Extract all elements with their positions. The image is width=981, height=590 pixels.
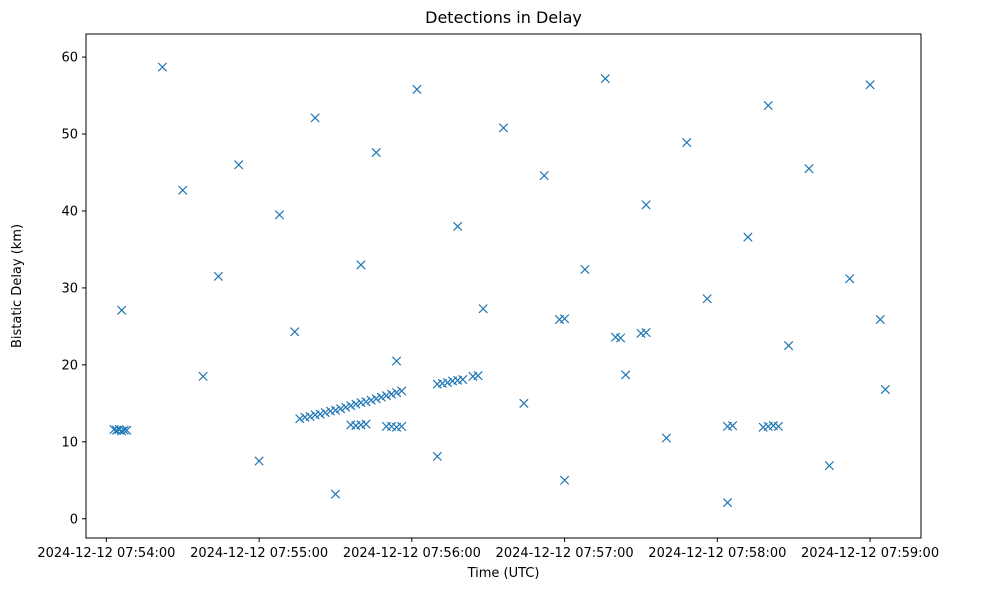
data-point	[702, 294, 712, 304]
data-point	[397, 421, 407, 432]
data-point	[559, 475, 570, 485]
x-tick-label: 2024-12-12 07:54:00	[37, 546, 175, 561]
data-point	[722, 497, 733, 508]
data-point	[442, 377, 453, 388]
data-point	[381, 391, 392, 401]
data-point	[295, 414, 305, 424]
y-tick-label: 40	[61, 204, 78, 219]
data-point	[498, 123, 509, 133]
data-point	[865, 80, 875, 90]
data-point	[198, 371, 208, 382]
data-point	[661, 433, 672, 443]
data-points	[109, 62, 890, 508]
data-point	[310, 113, 320, 123]
data-point	[412, 84, 422, 95]
y-tick-label: 10	[61, 435, 78, 450]
data-point	[641, 327, 651, 338]
y-axis-title: Bistatic Delay (km)	[10, 224, 25, 348]
data-point	[458, 374, 468, 385]
data-point	[178, 185, 188, 195]
data-point	[539, 170, 549, 181]
data-point	[346, 401, 356, 411]
data-point	[335, 404, 346, 414]
data-point	[254, 456, 264, 466]
data-point	[773, 421, 784, 432]
y-tick-label: 60	[61, 51, 78, 66]
data-point	[432, 451, 442, 462]
data-point	[376, 392, 386, 402]
data-point	[305, 411, 315, 422]
data-point	[361, 419, 371, 429]
data-point	[234, 160, 244, 170]
data-point	[315, 409, 325, 419]
data-point	[727, 421, 738, 431]
data-point	[320, 407, 330, 418]
data-point	[763, 100, 773, 111]
data-point	[783, 341, 794, 351]
data-point	[290, 327, 300, 337]
data-point	[119, 425, 129, 435]
data-point	[743, 232, 753, 242]
x-tick-label: 2024-12-12 07:59:00	[801, 546, 939, 561]
y-tick-label: 30	[61, 281, 78, 296]
data-point	[213, 271, 224, 282]
data-point	[330, 405, 341, 415]
x-tick-label: 2024-12-12 07:56:00	[343, 546, 481, 561]
data-point	[453, 221, 463, 231]
x-axis: 2024-12-12 07:54:00 2024-12-12 07:55:00 20…	[37, 538, 939, 561]
chart-title: Detections in Delay	[425, 8, 582, 27]
data-point	[621, 370, 631, 380]
data-point	[580, 264, 590, 275]
data-point	[361, 397, 371, 407]
y-axis: 0 10 20 30 40 50 60	[61, 51, 86, 527]
data-point	[875, 314, 885, 325]
y-tick-label: 50	[61, 128, 78, 143]
data-point	[122, 425, 132, 435]
data-point	[641, 200, 651, 210]
data-point	[371, 394, 381, 404]
data-point	[804, 164, 814, 174]
data-point	[559, 314, 570, 324]
data-point	[845, 274, 855, 284]
data-point	[371, 147, 381, 158]
x-tick-label: 2024-12-12 07:57:00	[496, 546, 634, 561]
y-tick-label: 0	[70, 512, 78, 527]
x-axis-title: Time (UTC)	[467, 566, 540, 581]
data-point	[478, 304, 488, 314]
data-point	[391, 356, 402, 366]
data-point	[600, 74, 610, 84]
data-point	[397, 386, 407, 396]
data-point	[330, 489, 341, 499]
plot-area-frame	[85, 33, 922, 539]
data-point	[356, 260, 366, 270]
data-point	[682, 137, 692, 148]
data-point	[880, 384, 890, 395]
data-point	[824, 461, 834, 471]
data-point	[391, 387, 402, 398]
data-point	[157, 62, 167, 72]
x-tick-label: 2024-12-12 07:55:00	[190, 546, 328, 561]
x-tick-label: 2024-12-12 07:58:00	[648, 546, 786, 561]
data-point	[615, 333, 626, 343]
data-point	[351, 399, 361, 409]
data-point	[473, 371, 483, 381]
data-point	[366, 395, 376, 405]
data-point	[341, 402, 351, 412]
data-point	[386, 389, 397, 399]
y-tick-label: 20	[61, 358, 78, 373]
data-point	[117, 305, 127, 315]
data-point	[519, 398, 529, 408]
data-point	[274, 210, 285, 220]
